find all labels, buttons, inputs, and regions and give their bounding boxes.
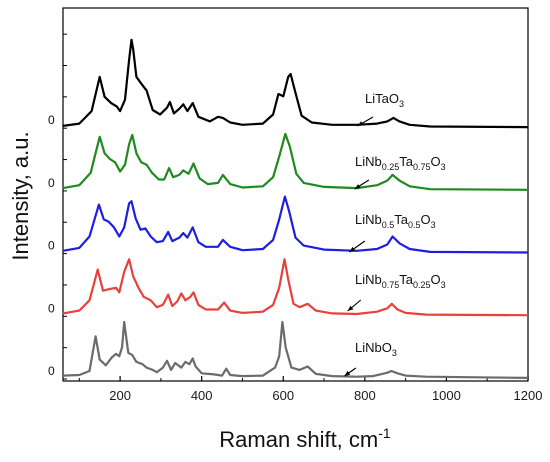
- x-axis-ticks: 200 400 600 800 1000 1200: [78, 376, 543, 403]
- series-annotations: LiNbO3LiNb0.75Ta0.25O3LiNb0.5Ta0.5O3LiNb…: [344, 91, 446, 377]
- annotation-arrowhead: [344, 370, 351, 376]
- series-label-subscript: 3: [431, 220, 436, 230]
- plot-frame: [62, 7, 529, 382]
- series-label: LiNbO3: [355, 340, 397, 358]
- x-tick-label: 600: [272, 388, 294, 403]
- series-label-subscript: 0.5: [382, 220, 395, 230]
- series-label-subscript: 0.25: [413, 280, 431, 290]
- series-label-text: LiNb: [355, 272, 382, 287]
- series-label-text: LiNb: [355, 212, 382, 227]
- series-label-text: Ta: [394, 212, 409, 227]
- series-label: LiNb0.5Ta0.5O3: [355, 212, 436, 230]
- series-label-text: LiNb: [355, 154, 382, 169]
- series-label-subscript: 3: [399, 99, 404, 109]
- x-axis-title-superscript: -1: [378, 425, 391, 441]
- x-axis-title: Raman shift, cm-1: [219, 425, 391, 452]
- series-label-text: O: [431, 272, 441, 287]
- series-label-text: LiTaO: [365, 91, 399, 106]
- zero-label: 0: [48, 113, 55, 127]
- x-tick-label: 200: [109, 388, 131, 403]
- zero-label: 0: [48, 364, 55, 378]
- series-line: [62, 132, 529, 191]
- y-axis-title: Intensity, a.u.: [8, 131, 33, 260]
- series-label-subscript: 3: [441, 162, 446, 172]
- annotation-arrowhead: [349, 246, 356, 252]
- zero-labels: 0 0 0 0 0: [48, 113, 55, 378]
- series-label-text: Ta: [399, 272, 414, 287]
- zero-label: 0: [48, 301, 55, 315]
- series-label-subscript: 0.75: [413, 162, 431, 172]
- series-label-subscript: 0.25: [382, 162, 400, 172]
- annotation-arrowhead: [357, 121, 364, 126]
- series-line: [62, 258, 529, 317]
- zero-label: 0: [48, 239, 55, 253]
- series-label: LiNb0.75Ta0.25O3: [355, 272, 446, 290]
- x-tick-label: 400: [191, 388, 213, 403]
- series-label: LiTaO3: [365, 91, 404, 109]
- series-label-text: Ta: [399, 154, 414, 169]
- series-line: [62, 320, 529, 379]
- annotation-arrowhead: [347, 305, 354, 311]
- series-lines: [62, 33, 529, 380]
- x-axis-title-text: Raman shift, cm: [219, 427, 378, 452]
- x-tick-label: 1000: [432, 388, 461, 403]
- series-line: [62, 195, 529, 254]
- series-label-text: O: [431, 154, 441, 169]
- x-tick-label: 1200: [514, 388, 543, 403]
- series-label-text: LiNbO: [355, 340, 392, 355]
- series-label: LiNb0.25Ta0.75O3: [355, 154, 446, 172]
- series-label-subscript: 3: [392, 348, 397, 358]
- x-tick-label: 800: [354, 388, 376, 403]
- annotation-arrowhead: [354, 184, 361, 189]
- series-label-subscript: 3: [441, 280, 446, 290]
- series-label-subscript: 0.75: [382, 280, 400, 290]
- zero-label: 0: [48, 176, 55, 190]
- series-label-text: O: [421, 212, 431, 227]
- series-line: [62, 38, 529, 129]
- series-label-subscript: 0.5: [408, 220, 421, 230]
